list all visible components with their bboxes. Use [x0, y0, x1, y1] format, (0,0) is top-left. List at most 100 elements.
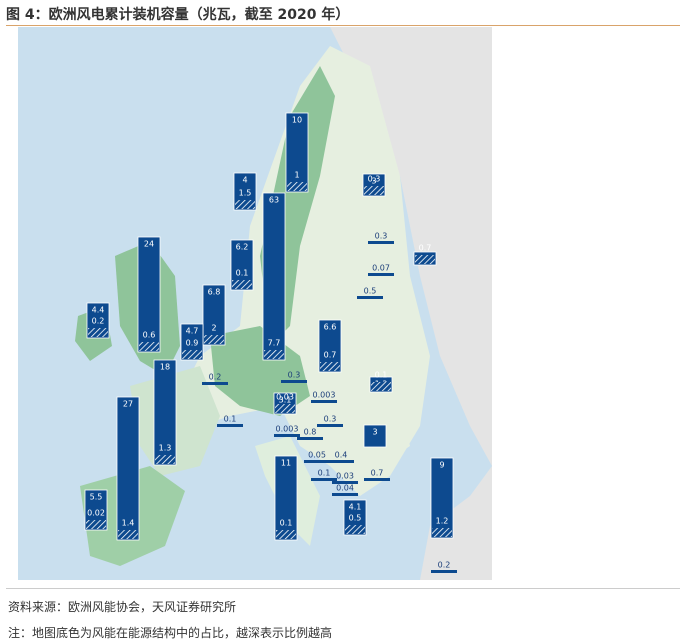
offshore-label: 0.1: [236, 269, 249, 278]
bar-label: 27: [123, 400, 133, 409]
bar-label: 4.1: [349, 503, 362, 512]
bar-label: 18: [160, 363, 170, 372]
offshore-label: 0.02: [87, 509, 105, 518]
map: 10141.530.3637.76.20.1240.64.40.26.824.7…: [18, 27, 492, 580]
offshore-bar: [287, 182, 307, 191]
note: 注：地图底色为风能在能源结构中的占比，越深表示比例越高: [8, 626, 333, 640]
bar-label: 6.8: [208, 288, 221, 297]
bar: [328, 460, 354, 463]
bar-label: 0.5: [364, 287, 377, 296]
bar-label: 0.1: [224, 415, 237, 424]
bar-label: 0.05: [308, 451, 326, 460]
offshore-label: 7.7: [268, 339, 281, 348]
offshore-bar: [364, 186, 384, 195]
bar-label: 6.6: [324, 323, 337, 332]
bar: [274, 455, 298, 541]
offshore-label: 0.3: [368, 175, 381, 184]
bar-label: 0.3: [288, 371, 301, 380]
offshore-bar: [264, 350, 284, 359]
bar: [368, 273, 394, 276]
bar: [153, 359, 177, 466]
bar-label: 9: [439, 461, 444, 470]
bar: [431, 570, 457, 573]
offshore-bar: [232, 280, 252, 289]
bar-label: 6.2: [236, 243, 249, 252]
offshore-label: 0.03: [276, 393, 294, 402]
bar: [274, 434, 300, 437]
offshore-bar: [88, 328, 108, 337]
offshore-label: 0.6: [143, 331, 156, 340]
bar: [368, 241, 394, 244]
bar-label: 0.03: [336, 472, 354, 481]
bar: [430, 457, 454, 539]
bar-label: 0.4: [335, 451, 348, 460]
bar: [230, 239, 254, 291]
offshore-bar: [432, 528, 452, 537]
bar-label: 3.1: [279, 396, 292, 405]
offshore-bar: [320, 362, 340, 371]
figure-title: 图 4：欧洲风电累计装机容量（兆瓦，截至 2020 年）: [6, 7, 350, 23]
bar-label: 10: [292, 116, 302, 125]
offshore-label: 1.4: [122, 519, 135, 528]
bar: [357, 296, 383, 299]
bar: [137, 236, 161, 353]
bar-label: 5.5: [90, 493, 103, 502]
bar-label: 4.7: [186, 327, 199, 336]
bar: [217, 424, 243, 427]
bar: [332, 481, 358, 484]
bar: [116, 396, 140, 541]
offshore-label: 1.2: [436, 517, 449, 526]
offshore-bar: [371, 382, 391, 391]
bar-label: 0.7: [371, 469, 384, 478]
bar: [281, 380, 307, 383]
rule: [6, 588, 680, 589]
bar: [364, 478, 390, 481]
bar-label: 0.04: [336, 484, 354, 493]
bar-label: 3: [372, 428, 377, 437]
offshore-label: 0.1: [280, 519, 293, 528]
land-east: [330, 27, 492, 580]
bar-label: 4: [242, 176, 247, 185]
source: 资料来源：欧洲风能协会，天风证券研究所: [8, 600, 237, 614]
bar-label: 4.4: [92, 306, 105, 315]
offshore-bar: [235, 200, 255, 209]
offshore-label: 0.5: [349, 514, 362, 523]
offshore-label: 0.2: [92, 317, 105, 326]
bar: [363, 424, 387, 448]
bar: [318, 319, 342, 373]
bar: [311, 478, 337, 481]
offshore-label: 2: [211, 324, 216, 333]
bar: [262, 192, 286, 361]
offshore-label: 0.7: [419, 244, 432, 253]
bar: [317, 424, 343, 427]
bar-label: 0.07: [372, 264, 390, 273]
offshore-bar: [345, 525, 365, 534]
offshore-label: 0.9: [186, 339, 199, 348]
offshore-label: 1.3: [159, 444, 172, 453]
offshore-bar: [182, 350, 202, 359]
offshore-label: 1: [294, 171, 299, 180]
bar-label: 3: [371, 177, 376, 186]
bar: [332, 493, 358, 496]
bar-label: 24: [144, 240, 154, 249]
bar-label: 0.3: [375, 232, 388, 241]
offshore-bar: [276, 530, 296, 539]
bar: [202, 284, 226, 346]
offshore-label: 1.5: [239, 189, 252, 198]
rule: [6, 25, 680, 26]
bar-label: 0.1: [318, 469, 331, 478]
bar-label: 0.003: [313, 391, 336, 400]
bar: [297, 437, 323, 440]
bar-label: 11: [281, 459, 291, 468]
offshore-bar: [415, 255, 435, 264]
bar-label: 0.2: [438, 561, 451, 570]
bar: [202, 382, 228, 385]
offshore-bar: [86, 520, 106, 529]
offshore-bar: [118, 530, 138, 539]
bar-label: 0.3: [324, 415, 337, 424]
offshore-bar: [139, 342, 159, 351]
bar: [285, 112, 309, 193]
offshore-label: 0.7: [324, 351, 337, 360]
bar: [311, 400, 337, 403]
